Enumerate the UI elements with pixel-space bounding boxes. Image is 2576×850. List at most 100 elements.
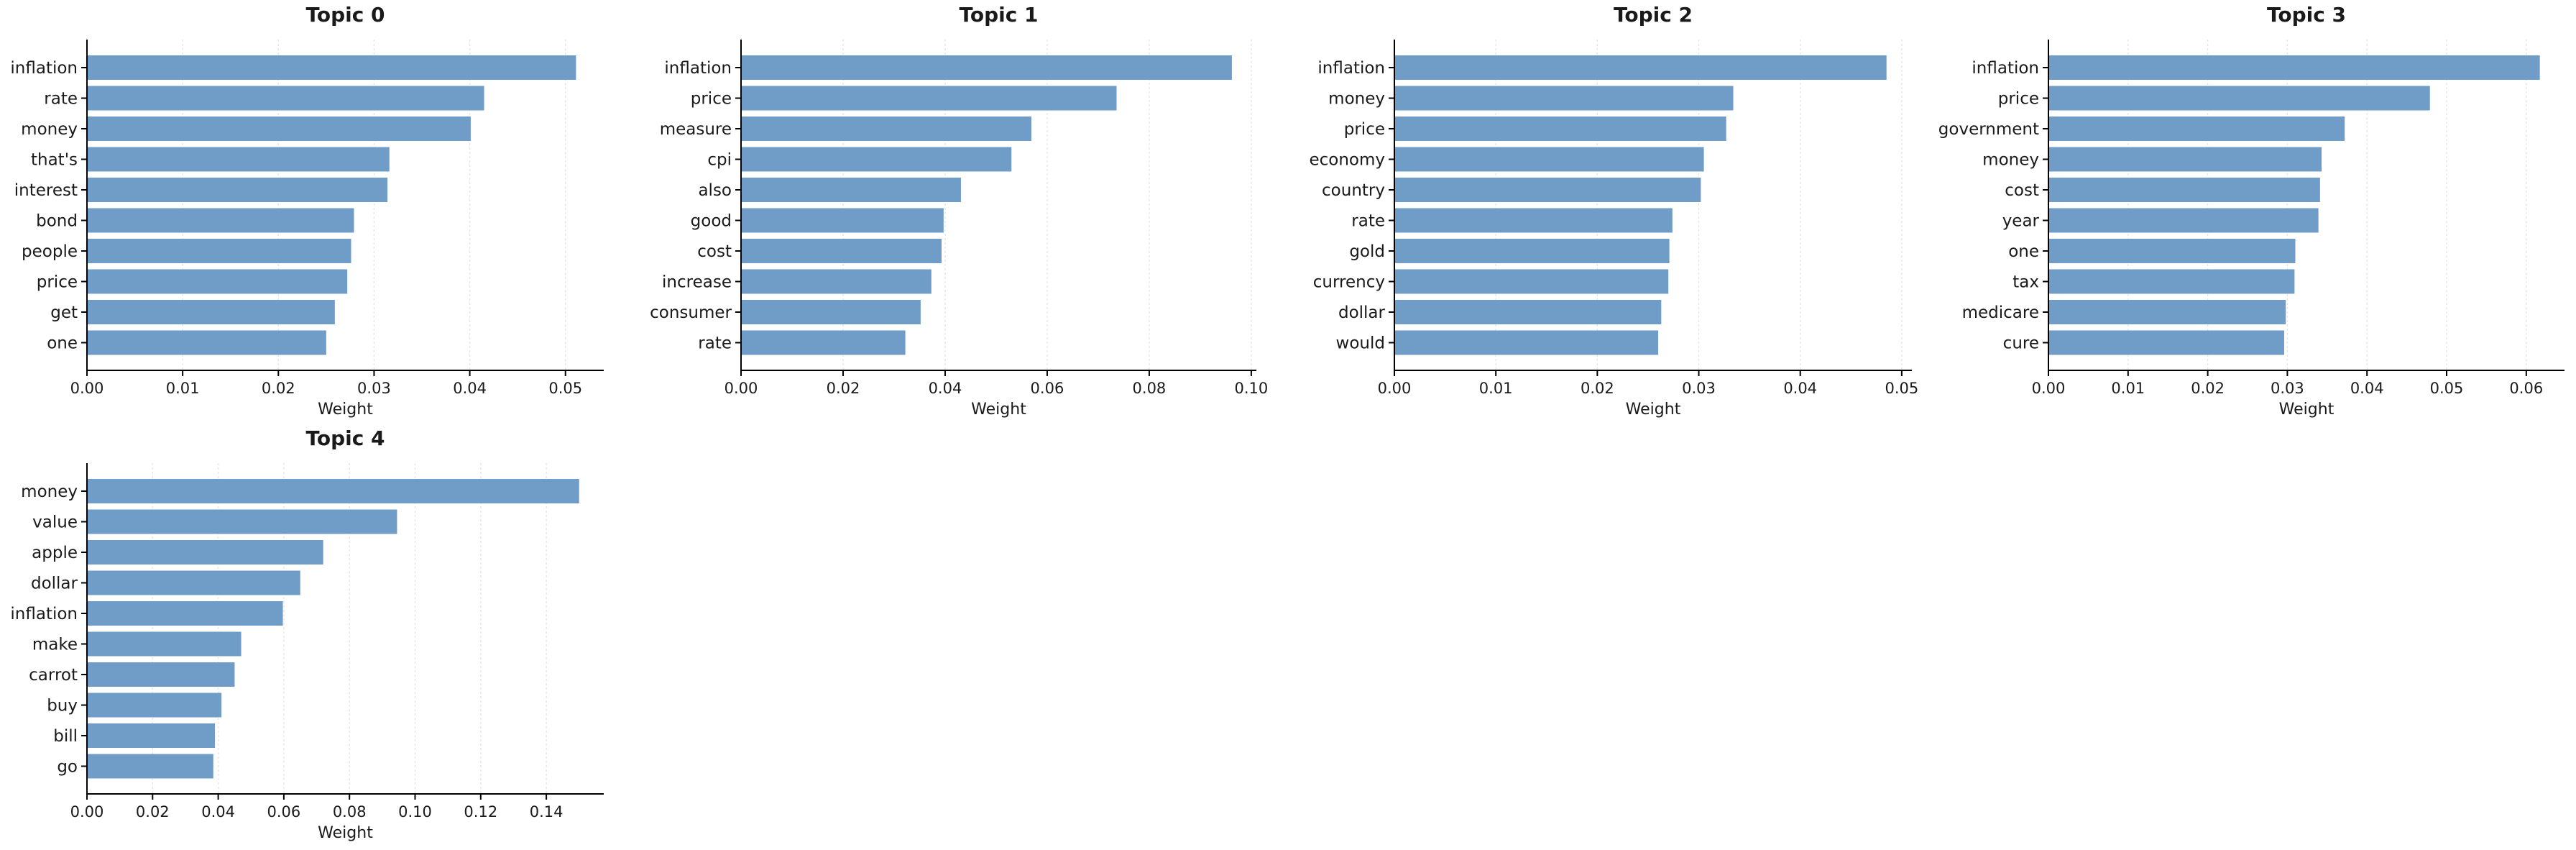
x-tick-label: 0.06 <box>1031 380 1064 397</box>
y-tick-label: year <box>2002 212 2040 231</box>
y-tick-label: money <box>21 120 78 139</box>
y-tick-label: measure <box>660 120 732 139</box>
y-tick-label: get <box>50 303 78 322</box>
y-tick-label: people <box>22 242 78 261</box>
bar-year <box>2048 208 2319 233</box>
x-tick-label: 0.00 <box>2032 380 2066 397</box>
bar-inflation <box>1394 55 1887 80</box>
bar-money <box>87 479 579 503</box>
y-tick-label: price <box>37 273 78 292</box>
x-tick-label: 0.02 <box>136 803 170 821</box>
x-tick-label: 0.00 <box>70 803 104 821</box>
bar-price <box>1394 116 1726 141</box>
y-tick-label: would <box>1336 334 1385 353</box>
bar-people <box>87 239 351 263</box>
y-tick-label: price <box>1344 120 1385 139</box>
bar-measure <box>741 116 1031 141</box>
bar-currency <box>1394 269 1669 294</box>
y-tick-label: inflation <box>10 605 78 623</box>
panel-title: Topic 4 <box>305 426 385 450</box>
y-tick-label: buy <box>47 697 78 716</box>
y-tick-label: rate <box>1351 212 1385 231</box>
bar-bond <box>87 208 354 233</box>
bar-cure <box>2048 330 2284 355</box>
y-tick-label: tax <box>2012 273 2039 292</box>
bar-buy <box>87 693 222 718</box>
x-tick-label: 0.04 <box>453 380 487 397</box>
x-tick-label: 0.03 <box>357 380 391 397</box>
y-tick-label: consumer <box>650 303 732 322</box>
bar-price <box>87 269 348 294</box>
x-axis-label: Weight <box>318 401 373 419</box>
bar-also <box>741 178 961 202</box>
y-tick-label: rate <box>698 334 732 353</box>
x-tick-label: 0.01 <box>1479 380 1513 397</box>
bar-apple <box>87 540 323 565</box>
panel-title: Topic 0 <box>305 3 385 27</box>
x-axis-label: Weight <box>1626 401 1681 419</box>
bar-interest <box>87 178 388 202</box>
x-axis-label: Weight <box>971 401 1026 419</box>
x-tick-label: 0.02 <box>827 380 860 397</box>
bar-bill <box>87 723 216 748</box>
y-tick-label: inflation <box>10 59 78 78</box>
x-tick-label: 0.06 <box>2509 380 2543 397</box>
x-tick-label: 0.04 <box>929 380 962 397</box>
bar-inflation <box>87 55 576 80</box>
bar-would <box>1394 330 1659 355</box>
y-tick-label: carrot <box>29 666 78 685</box>
y-tick-label: cost <box>697 242 732 261</box>
x-tick-label: 0.01 <box>166 380 200 397</box>
y-tick-label: increase <box>662 273 732 292</box>
x-tick-label: 0.04 <box>2350 380 2384 397</box>
y-tick-label: gold <box>1349 242 1385 261</box>
bar-inflation <box>2048 55 2540 80</box>
y-tick-label: also <box>698 181 732 200</box>
y-tick-label: interest <box>14 181 78 200</box>
bar-gold <box>1394 239 1670 263</box>
bar-consumer <box>741 300 921 324</box>
bar-make <box>87 631 242 657</box>
y-tick-label: dollar <box>31 575 78 593</box>
bar-government <box>2048 116 2345 141</box>
y-tick-label: price <box>1998 90 2039 109</box>
topic-panel-4: 0.00 0.02 0.04 0.06 0.08 0.10 0.12 0.14 money val… <box>10 426 604 842</box>
bar-rate <box>1394 208 1673 233</box>
x-tick-label: 0.08 <box>1133 380 1167 397</box>
bar-money <box>2048 147 2322 172</box>
y-tick-label: cure <box>2003 334 2039 353</box>
x-axis-label: Weight <box>2279 401 2334 419</box>
bar-value <box>87 509 397 534</box>
bar-price <box>2048 86 2430 111</box>
y-tick-label: make <box>32 636 78 654</box>
x-tick-label: 0.05 <box>548 380 582 397</box>
y-tick-label: money <box>21 483 78 501</box>
x-axis-label: Weight <box>318 824 373 842</box>
y-tick-label: rate <box>44 90 78 109</box>
bar-one <box>87 330 326 355</box>
x-tick-label: 0.02 <box>262 380 295 397</box>
y-tick-label: country <box>1322 181 1385 200</box>
y-tick-label: that's <box>31 151 78 170</box>
bar-economy <box>1394 147 1704 172</box>
topic-panel-3: 0.00 0.01 0.02 0.03 0.04 0.05 0.06 inflation pri… <box>1938 3 2564 419</box>
x-tick-label: 0.03 <box>1682 380 1716 397</box>
y-tick-label: money <box>1982 151 2039 170</box>
y-tick-label: inflation <box>1317 59 1385 78</box>
y-tick-label: one <box>47 334 78 353</box>
x-tick-label: 0.00 <box>70 380 104 397</box>
y-tick-label: dollar <box>1338 303 1386 322</box>
bar-medicare <box>2048 300 2286 324</box>
y-tick-label: inflation <box>664 59 732 78</box>
bar-price <box>741 86 1117 111</box>
bar-tax <box>2048 269 2295 294</box>
x-tick-label: 0.03 <box>2271 380 2304 397</box>
y-tick-label: one <box>2008 242 2039 261</box>
bar-inflation <box>741 55 1232 80</box>
bar-cost <box>741 239 942 263</box>
x-tick-label: 0.00 <box>724 380 758 397</box>
x-tick-label: 0.12 <box>464 803 497 821</box>
panel-title: Topic 3 <box>2267 3 2346 27</box>
topic-panel-0: 0.00 0.01 0.02 0.03 0.04 0.05 inflation rate mon… <box>10 3 604 419</box>
bar-money <box>87 116 471 141</box>
